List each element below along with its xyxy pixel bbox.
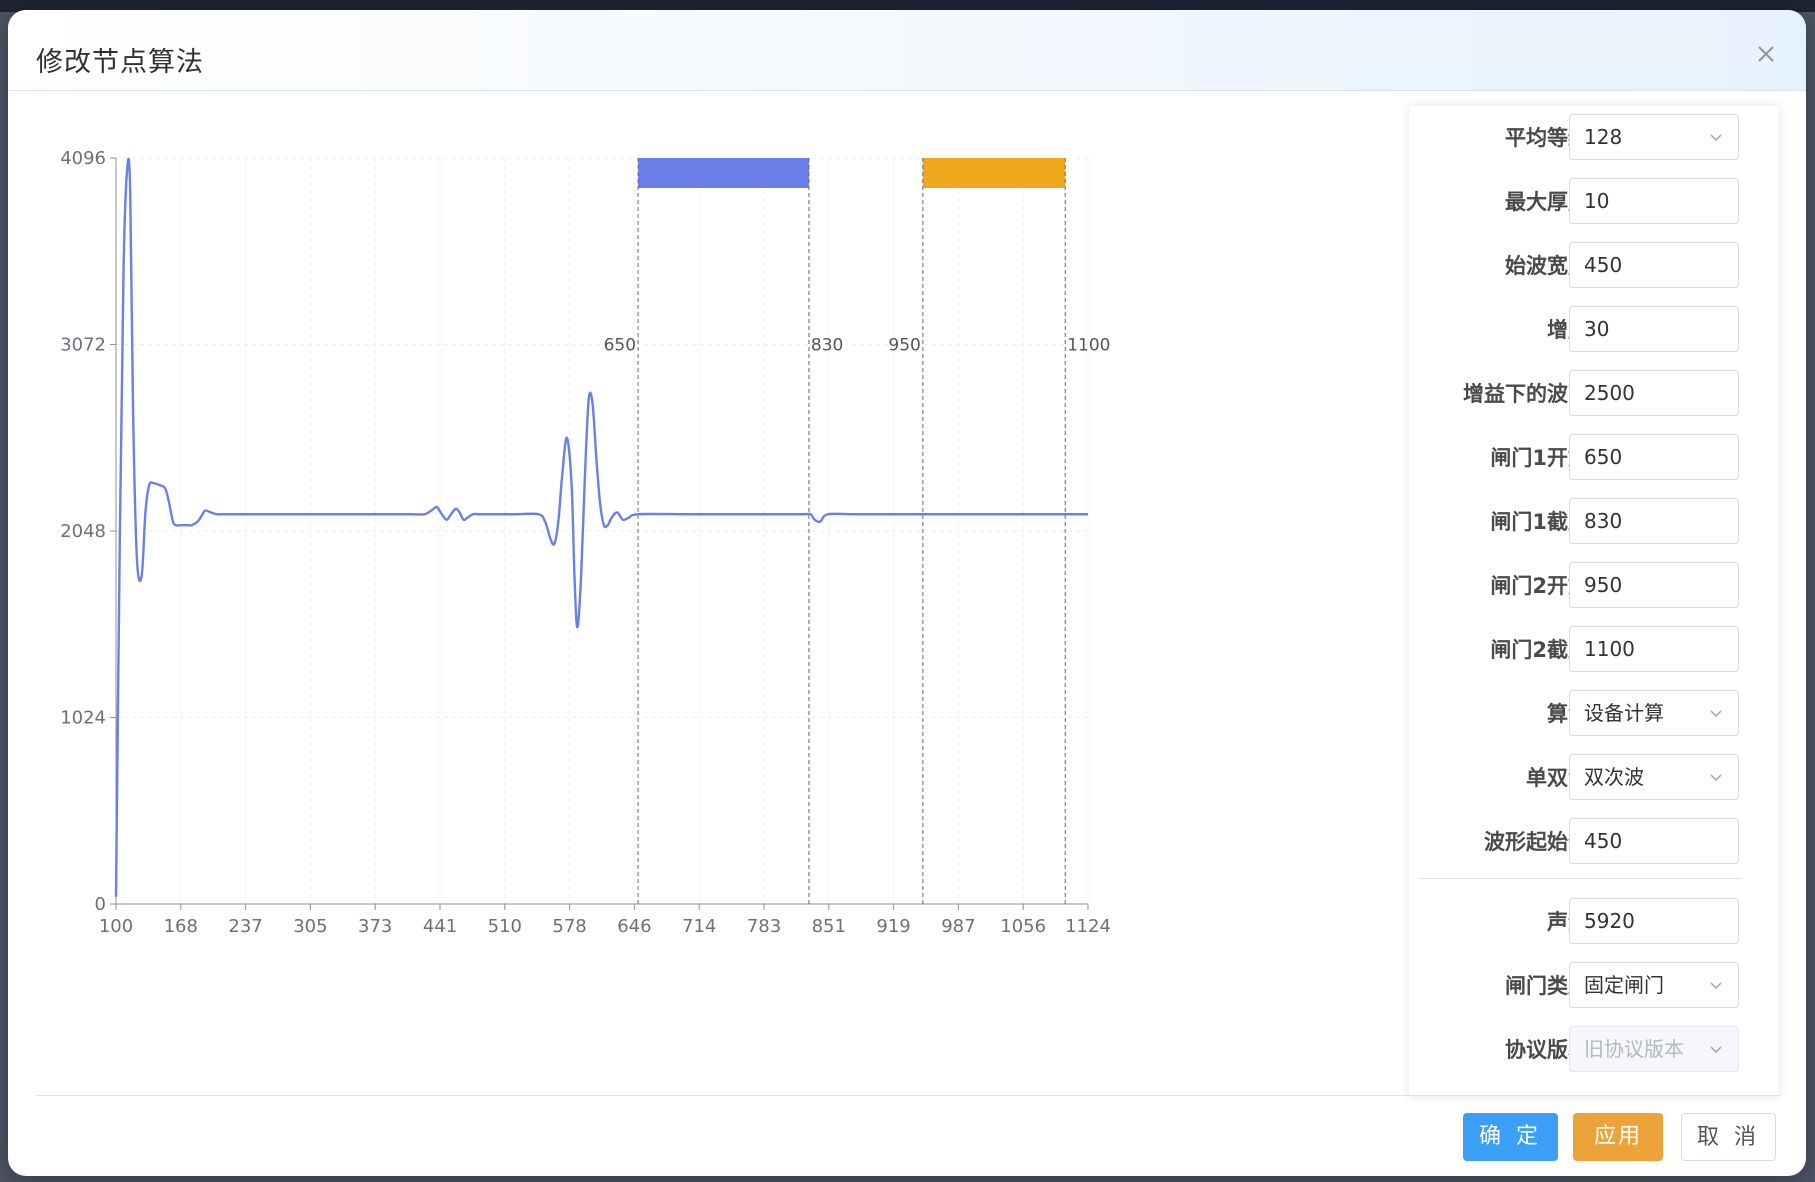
field-label: 增益下的波高	[1463, 382, 1589, 406]
input-field	[1569, 306, 1739, 352]
form-row: 增益	[1409, 306, 1779, 354]
x-tick-label: 168	[164, 916, 198, 937]
form-row: 平均等级 128	[1409, 114, 1779, 162]
dialog-header: 修改节点算法	[8, 10, 1806, 91]
form-row: 始波宽度	[1409, 242, 1779, 290]
select-value: 固定闸门	[1584, 973, 1664, 997]
form-row: 闸门2开始	[1409, 562, 1779, 610]
text-input[interactable]	[1570, 243, 1738, 287]
form-row: 单双波 双次波	[1409, 754, 1779, 802]
text-input[interactable]	[1570, 899, 1738, 943]
gate-bar	[922, 158, 1066, 188]
text-input[interactable]	[1570, 371, 1738, 415]
y-tick-label: 0	[95, 894, 106, 915]
gate-boundary-label: 950	[888, 336, 920, 356]
form-row: 增益下的波高	[1409, 370, 1779, 418]
chevron-down-icon	[1708, 706, 1724, 726]
footer-divider	[36, 1095, 1781, 1096]
chevron-down-icon	[1708, 130, 1724, 150]
form-row: 算法 设备计算	[1409, 690, 1779, 738]
select-field: 旧协议版本	[1569, 1026, 1739, 1072]
gate-boundary-label: 830	[811, 336, 843, 356]
text-input[interactable]	[1570, 179, 1738, 223]
select-field[interactable]: 固定闸门	[1569, 962, 1739, 1008]
apply-button[interactable]: 应用	[1573, 1113, 1663, 1161]
x-tick-label: 851	[812, 916, 846, 937]
text-input[interactable]	[1570, 563, 1738, 607]
select-field[interactable]: 双次波	[1569, 754, 1739, 800]
form-row: 声速	[1409, 898, 1779, 946]
close-icon[interactable]	[1752, 40, 1780, 68]
select-value: 设备计算	[1584, 701, 1664, 725]
x-tick-label: 305	[293, 916, 327, 937]
form-row: 协议版本 旧协议版本	[1409, 1026, 1779, 1074]
select-value: 双次波	[1584, 765, 1644, 789]
x-tick-label: 578	[552, 916, 586, 937]
x-tick-label: 441	[423, 916, 457, 937]
x-tick-label: 714	[682, 916, 716, 937]
input-field	[1569, 242, 1739, 288]
dialog-title: 修改节点算法	[36, 47, 204, 78]
input-field	[1569, 178, 1739, 224]
chevron-down-icon	[1708, 1042, 1724, 1062]
input-field	[1569, 434, 1739, 480]
gate-boundary-label: 650	[604, 336, 636, 356]
text-input[interactable]	[1570, 819, 1738, 863]
input-field	[1569, 818, 1739, 864]
waveform-chart: 100 168 237 305 373 441 510 578 646 714 783 851 919 9…	[60, 148, 1111, 937]
modify-node-algorithm-dialog: 修改节点算法 100 168 237 305 373 441 510 578 646 714 783…	[8, 10, 1806, 1176]
form-row: 闸门2截止	[1409, 626, 1779, 674]
select-value: 旧协议版本	[1584, 1037, 1684, 1061]
x-tick-label: 510	[488, 916, 522, 937]
window-top-bar	[0, 0, 1815, 12]
y-tick-label: 4096	[60, 148, 106, 169]
x-tick-label: 237	[228, 916, 262, 937]
x-tick-label: 987	[941, 916, 975, 937]
text-input[interactable]	[1570, 499, 1738, 543]
x-tick-label: 1056	[1000, 916, 1046, 937]
gate-boundary-label: 1100	[1067, 336, 1110, 356]
chevron-down-icon	[1708, 978, 1724, 998]
form-row: 闸门1截止	[1409, 498, 1779, 546]
input-field	[1569, 898, 1739, 944]
cancel-button[interactable]: 取 消	[1681, 1113, 1776, 1161]
select-field[interactable]: 128	[1569, 114, 1739, 160]
x-tick-label: 100	[99, 916, 133, 937]
form-row: 闸门1开始	[1409, 434, 1779, 482]
select-value: 128	[1584, 125, 1623, 149]
select-field[interactable]: 设备计算	[1569, 690, 1739, 736]
x-tick-label: 783	[747, 916, 781, 937]
form-row: 最大厚度	[1409, 178, 1779, 226]
input-field	[1569, 498, 1739, 544]
form-divider	[1419, 878, 1741, 879]
x-tick-label: 373	[358, 916, 392, 937]
text-input[interactable]	[1570, 307, 1738, 351]
text-input[interactable]	[1570, 435, 1738, 479]
confirm-button[interactable]: 确 定	[1463, 1113, 1558, 1161]
y-tick-label: 1024	[60, 708, 106, 729]
input-field	[1569, 626, 1739, 672]
text-input[interactable]	[1570, 627, 1738, 671]
input-field	[1569, 370, 1739, 416]
waveform-series-line	[114, 157, 1088, 897]
gate-bar	[638, 158, 809, 188]
x-tick-label: 919	[876, 916, 910, 937]
x-tick-label: 646	[617, 916, 651, 937]
chevron-down-icon	[1708, 770, 1724, 790]
y-tick-label: 3072	[60, 335, 106, 356]
x-tick-label: 1124	[1065, 916, 1111, 937]
form-row: 闸门类型 固定闸门	[1409, 962, 1779, 1010]
form-row: 波形起始位	[1409, 818, 1779, 866]
input-field	[1569, 562, 1739, 608]
y-tick-label: 2048	[60, 521, 106, 542]
